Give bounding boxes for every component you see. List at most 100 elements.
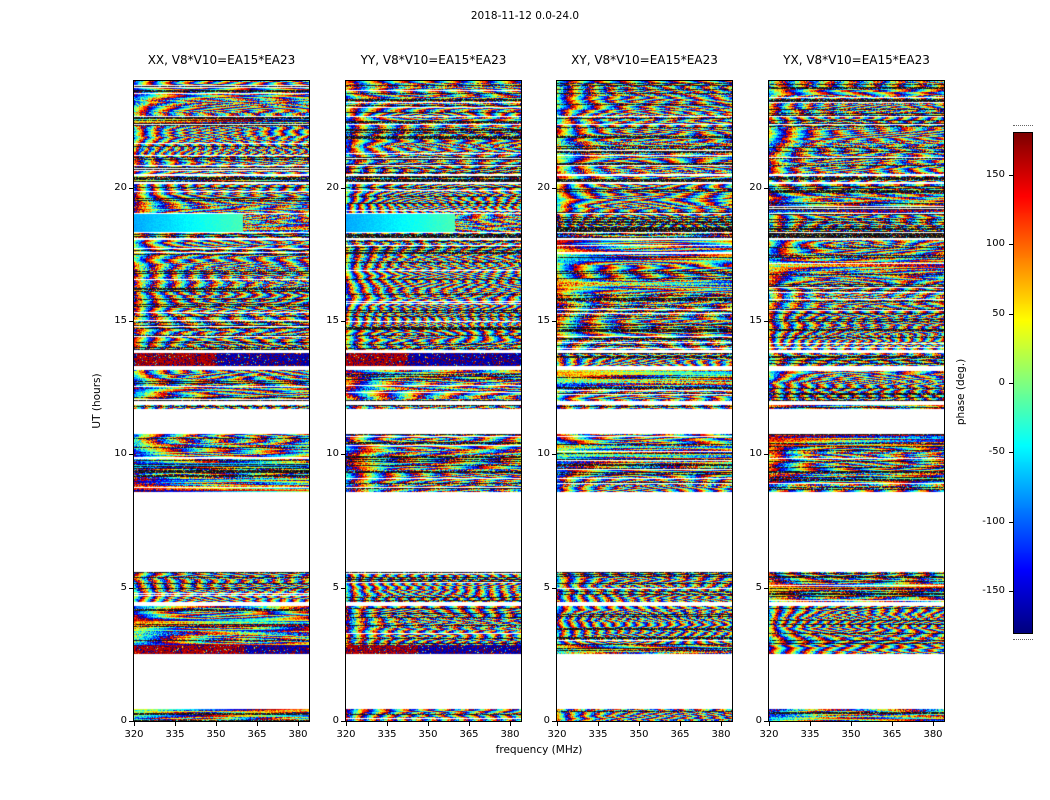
y-tick-mark (129, 188, 133, 189)
x-tick-label: 335 (165, 729, 185, 740)
x-tick-mark (851, 722, 852, 726)
x-tick-label: 350 (629, 729, 649, 740)
y-tick-label: 10 (114, 448, 127, 459)
y-tick-mark (129, 454, 133, 455)
y-tick-label: 0 (755, 715, 762, 726)
y-tick-label: 15 (537, 315, 550, 326)
x-tick-mark (639, 722, 640, 726)
colorbar-frame (1013, 132, 1033, 634)
x-tick-mark (346, 722, 347, 726)
x-tick-label: 380 (923, 729, 943, 740)
x-tick-label: 335 (588, 729, 608, 740)
y-tick-mark (764, 321, 768, 322)
colorbar-tick-mark (1009, 522, 1013, 523)
y-tick-mark (341, 588, 345, 589)
y-tick-mark (341, 321, 345, 322)
heatmap-frame-yy (345, 80, 522, 722)
x-tick-mark (175, 722, 176, 726)
y-tick-mark (341, 188, 345, 189)
x-tick-mark (469, 722, 470, 726)
y-tick-label: 10 (326, 448, 339, 459)
x-tick-label: 350 (418, 729, 438, 740)
x-tick-label: 365 (459, 729, 479, 740)
heatmap-canvas-yx (769, 81, 944, 721)
heatmap-canvas-xy (557, 81, 732, 721)
y-tick-label: 10 (749, 448, 762, 459)
y-tick-mark (341, 454, 345, 455)
heatmap-frame-xx (133, 80, 310, 722)
colorbar-canvas (1014, 133, 1032, 633)
figure-title: 2018-11-12 0.0-24.0 (470, 10, 580, 22)
x-tick-label: 365 (670, 729, 690, 740)
y-tick-mark (764, 721, 768, 722)
x-tick-label: 350 (206, 729, 226, 740)
heatmap-frame-xy (556, 80, 733, 722)
colorbar-tick-label: -100 (982, 516, 1005, 527)
colorbar-tick-label: 100 (985, 238, 1005, 249)
y-tick-mark (552, 588, 556, 589)
y-tick-label: 20 (114, 182, 127, 193)
x-tick-mark (680, 722, 681, 726)
y-tick-mark (552, 454, 556, 455)
panel-title-yx: YX, V8*V10=EA15*EA23 (783, 53, 930, 67)
x-tick-mark (134, 722, 135, 726)
panel-title-yy: YY, V8*V10=EA15*EA23 (360, 53, 507, 67)
colorbar-extend-top (1013, 125, 1033, 126)
y-tick-mark (129, 721, 133, 722)
x-tick-mark (257, 722, 258, 726)
x-tick-mark (216, 722, 217, 726)
y-tick-mark (552, 188, 556, 189)
x-tick-label: 320 (336, 729, 356, 740)
y-tick-label: 0 (332, 715, 339, 726)
colorbar-tick-mark (1009, 591, 1013, 592)
y-tick-mark (129, 321, 133, 322)
y-tick-label: 15 (326, 315, 339, 326)
panel-title-xy: XY, V8*V10=EA15*EA23 (571, 53, 718, 67)
heatmap-frame-yx (768, 80, 945, 722)
x-tick-mark (721, 722, 722, 726)
x-tick-mark (810, 722, 811, 726)
colorbar-tick-label: 50 (992, 308, 1005, 319)
y-tick-label: 20 (326, 182, 339, 193)
heatmap-canvas-yy (346, 81, 521, 721)
colorbar-tick-mark (1009, 452, 1013, 453)
x-tick-label: 365 (882, 729, 902, 740)
colorbar-tick-label: -50 (988, 446, 1005, 457)
x-tick-mark (598, 722, 599, 726)
y-tick-label: 5 (755, 582, 762, 593)
y-tick-mark (764, 588, 768, 589)
y-tick-label: 0 (120, 715, 127, 726)
y-tick-label: 20 (537, 182, 550, 193)
x-tick-mark (769, 722, 770, 726)
heatmap-canvas-xx (134, 81, 309, 721)
y-tick-label: 20 (749, 182, 762, 193)
x-tick-label: 380 (288, 729, 308, 740)
x-tick-label: 335 (377, 729, 397, 740)
x-tick-label: 320 (759, 729, 779, 740)
y-tick-label: 5 (332, 582, 339, 593)
y-tick-mark (764, 188, 768, 189)
y-tick-mark (552, 321, 556, 322)
y-tick-mark (341, 721, 345, 722)
panel-title-xx: XX, V8*V10=EA15*EA23 (147, 53, 296, 67)
y-tick-mark (129, 588, 133, 589)
colorbar-tick-mark (1009, 383, 1013, 384)
x-tick-mark (892, 722, 893, 726)
x-tick-mark (428, 722, 429, 726)
x-tick-label: 350 (841, 729, 861, 740)
x-tick-mark (557, 722, 558, 726)
x-tick-label: 320 (124, 729, 144, 740)
x-tick-mark (933, 722, 934, 726)
x-tick-label: 380 (711, 729, 731, 740)
y-tick-label: 5 (120, 582, 127, 593)
y-tick-label: 0 (543, 715, 550, 726)
colorbar-extend-bottom (1013, 639, 1033, 640)
y-tick-label: 5 (543, 582, 550, 593)
y-tick-mark (552, 721, 556, 722)
colorbar-tick-label: 150 (985, 169, 1005, 180)
y-tick-label: 10 (537, 448, 550, 459)
x-tick-label: 320 (547, 729, 567, 740)
y-axis-label: UT (hours) (91, 373, 103, 429)
y-tick-mark (764, 454, 768, 455)
